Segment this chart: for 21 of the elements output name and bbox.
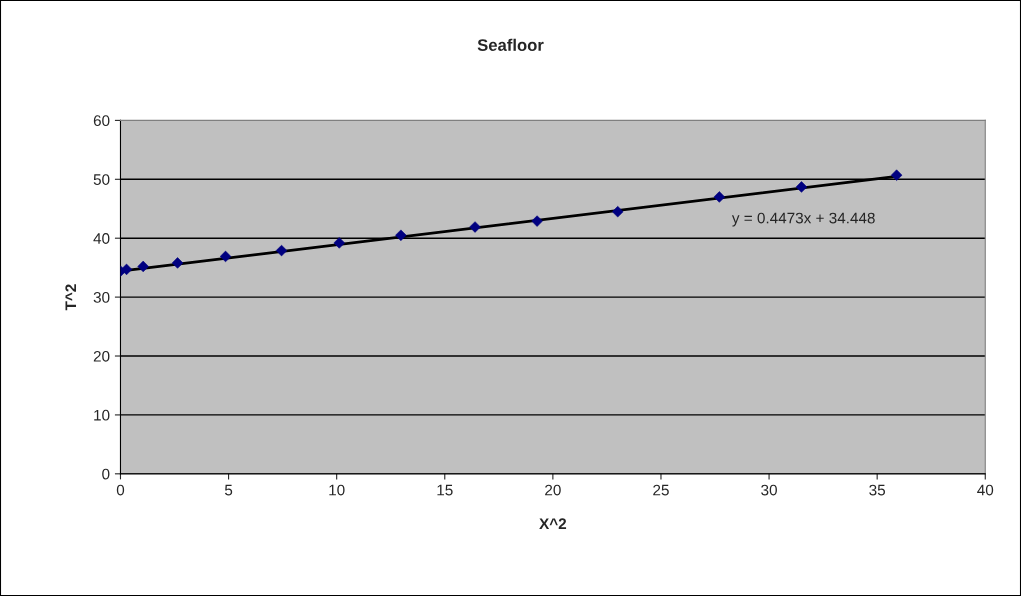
x-tick-label: 20 [545,484,561,496]
x-axis-title: X^2 [539,518,567,529]
x-tick-label: 40 [977,484,994,496]
y-tick-label: 30 [93,291,110,303]
x-tick-label: 5 [224,484,233,496]
x-tick-label: 35 [869,484,886,496]
y-tick-label: 50 [93,174,110,185]
y-tick-label: 40 [93,233,110,244]
y-axis-title: T^2 [65,284,77,311]
y-tick-label: 60 [93,115,110,127]
x-tick-label: 30 [761,484,777,496]
x-tick-label: 10 [329,484,345,496]
y-tick-label: 0 [102,468,110,480]
x-tick-label: 15 [437,484,453,496]
chart-title: Seafloor [477,38,544,51]
y-tick-label: 20 [93,350,110,362]
y-tick-label: 10 [94,409,110,421]
x-tick-label: 0 [116,484,125,496]
annotation: y = 0.4473x + 34.448 [731,212,875,227]
x-tick-label: 25 [653,484,669,496]
point [531,215,543,227]
